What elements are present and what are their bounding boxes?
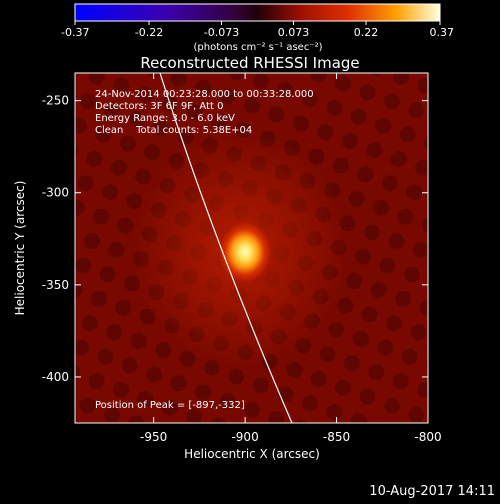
colorbar: -0.37 -0.22 -0.073 0.073 0.22 0.37 (photons c… — [61, 3, 454, 53]
y-tick-label: -300 — [42, 186, 69, 200]
info-counts: Clean Total counts: 5.38E+04 — [95, 125, 252, 136]
plot-frame — [74, 72, 429, 424]
info-energy-range: Energy Range: 3.0 - 6.0 keV — [95, 113, 235, 124]
colorbar-gradient — [74, 3, 441, 22]
colorbar-tick-label: 0.37 — [430, 26, 455, 39]
x-axis-ticks: -950 -900 -850 -800 — [140, 73, 442, 444]
x-tick-label: -950 — [140, 430, 167, 444]
info-time-range: 24-Nov-2014 00:23:28.000 to 00:33:28.000 — [95, 89, 314, 100]
colorbar-tick-label: -0.073 — [204, 26, 239, 39]
solar-limb-line — [159, 73, 293, 423]
peak-position-label: Position of Peak = [-897,-332] — [95, 400, 245, 411]
colorbar-tick-label: -0.37 — [61, 26, 89, 39]
image-peak-source — [219, 222, 271, 282]
footer-timestamp: 10-Aug-2017 14:11 — [369, 484, 495, 499]
y-axis-label: Heliocentric Y (arcsec) — [13, 181, 27, 316]
y-axis-ticks: -250 -300 -350 -400 — [42, 94, 428, 384]
colorbar-unit-label: (photons cm⁻² s⁻¹ asec⁻²) — [193, 42, 322, 53]
x-tick-label: -800 — [414, 430, 441, 444]
x-tick-label: -900 — [231, 430, 258, 444]
image-plot — [75, 73, 428, 423]
y-tick-label: -350 — [42, 278, 69, 292]
image-title: Reconstructed RHESSI Image — [140, 54, 359, 72]
y-tick-label: -400 — [42, 370, 69, 384]
image-info: 24-Nov-2014 00:23:28.000 to 00:33:28.000… — [95, 89, 314, 411]
y-tick-label: -250 — [42, 94, 69, 108]
x-axis-label: Heliocentric X (arcsec) — [184, 447, 320, 461]
colorbar-tick-label: 0.073 — [278, 26, 310, 39]
colorbar-tick-label: 0.22 — [354, 26, 379, 39]
colorbar-tick-label: -0.22 — [135, 26, 163, 39]
x-tick-label: -850 — [323, 430, 350, 444]
colorbar-ticks: -0.37 -0.22 -0.073 0.073 0.22 0.37 — [61, 21, 454, 39]
info-detectors: Detectors: 3F 6F 9F, Att 0 — [95, 101, 223, 112]
